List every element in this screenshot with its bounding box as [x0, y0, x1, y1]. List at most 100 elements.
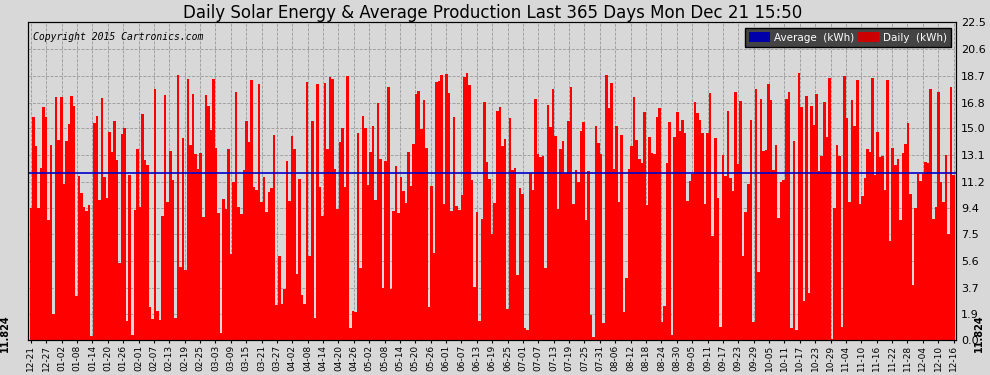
- Bar: [372, 126, 374, 341]
- Bar: [704, 204, 707, 340]
- Bar: [164, 95, 166, 340]
- Bar: [868, 152, 871, 340]
- Bar: [876, 132, 879, 340]
- Bar: [124, 128, 126, 340]
- Bar: [32, 117, 35, 340]
- Bar: [886, 80, 889, 340]
- Bar: [387, 87, 389, 340]
- Bar: [238, 207, 240, 340]
- Bar: [795, 330, 798, 340]
- Bar: [344, 188, 346, 340]
- Bar: [438, 81, 441, 340]
- Bar: [681, 120, 684, 340]
- Bar: [311, 121, 314, 340]
- Bar: [156, 311, 158, 340]
- Bar: [719, 327, 722, 340]
- Bar: [161, 216, 164, 340]
- Bar: [48, 220, 50, 340]
- Bar: [727, 111, 730, 340]
- Bar: [691, 174, 694, 340]
- Bar: [374, 200, 377, 340]
- Bar: [839, 156, 841, 340]
- Bar: [148, 307, 151, 340]
- Bar: [517, 274, 519, 340]
- Bar: [405, 203, 407, 340]
- Bar: [740, 101, 742, 340]
- Bar: [631, 146, 633, 340]
- Bar: [655, 117, 658, 340]
- Bar: [770, 100, 772, 340]
- Bar: [861, 196, 863, 340]
- Bar: [283, 289, 286, 340]
- Bar: [884, 190, 886, 340]
- Bar: [764, 150, 767, 340]
- Bar: [899, 220, 902, 340]
- Bar: [228, 149, 230, 340]
- Bar: [392, 211, 395, 340]
- Bar: [147, 165, 148, 340]
- Bar: [902, 153, 904, 340]
- Bar: [65, 141, 67, 340]
- Bar: [572, 204, 574, 340]
- Bar: [369, 152, 372, 340]
- Bar: [293, 149, 296, 340]
- Bar: [912, 285, 915, 340]
- Bar: [511, 170, 514, 340]
- Text: 11.824: 11.824: [0, 314, 10, 352]
- Bar: [215, 148, 217, 340]
- Bar: [252, 186, 255, 340]
- Title: Daily Solar Energy & Average Production Last 365 Days Mon Dec 21 15:50: Daily Solar Energy & Average Production …: [182, 4, 802, 22]
- Bar: [278, 256, 280, 340]
- Bar: [379, 159, 382, 340]
- Bar: [676, 112, 678, 340]
- Bar: [72, 106, 75, 340]
- Bar: [800, 107, 803, 340]
- Bar: [668, 122, 671, 340]
- Bar: [935, 207, 938, 340]
- Text: Copyright 2015 Cartronics.com: Copyright 2015 Cartronics.com: [33, 32, 203, 42]
- Bar: [897, 159, 899, 340]
- Bar: [233, 182, 235, 340]
- Bar: [473, 287, 476, 340]
- Bar: [816, 94, 818, 340]
- Bar: [772, 170, 775, 340]
- Bar: [549, 127, 551, 341]
- Bar: [483, 102, 486, 340]
- Bar: [481, 219, 483, 340]
- Bar: [730, 178, 732, 340]
- Bar: [532, 190, 534, 340]
- Bar: [139, 207, 142, 340]
- Bar: [129, 176, 131, 340]
- Bar: [559, 149, 562, 340]
- Bar: [80, 193, 83, 340]
- Bar: [131, 335, 134, 340]
- Bar: [265, 212, 268, 340]
- Bar: [493, 203, 496, 340]
- Bar: [329, 77, 332, 340]
- Bar: [425, 148, 428, 340]
- Bar: [638, 159, 641, 340]
- Bar: [78, 176, 80, 340]
- Bar: [757, 273, 759, 340]
- Bar: [326, 149, 329, 340]
- Bar: [845, 117, 848, 340]
- Bar: [891, 148, 894, 340]
- Bar: [938, 92, 940, 340]
- Bar: [678, 131, 681, 340]
- Bar: [689, 181, 691, 340]
- Bar: [230, 254, 233, 340]
- Bar: [650, 153, 653, 340]
- Bar: [182, 138, 184, 340]
- Bar: [158, 321, 161, 340]
- Bar: [856, 81, 858, 340]
- Bar: [187, 79, 189, 340]
- Bar: [207, 106, 210, 340]
- Bar: [275, 305, 278, 340]
- Bar: [714, 138, 717, 340]
- Bar: [179, 267, 182, 340]
- Bar: [666, 163, 668, 340]
- Bar: [782, 180, 785, 340]
- Bar: [108, 132, 111, 340]
- Bar: [653, 154, 655, 340]
- Bar: [823, 102, 826, 340]
